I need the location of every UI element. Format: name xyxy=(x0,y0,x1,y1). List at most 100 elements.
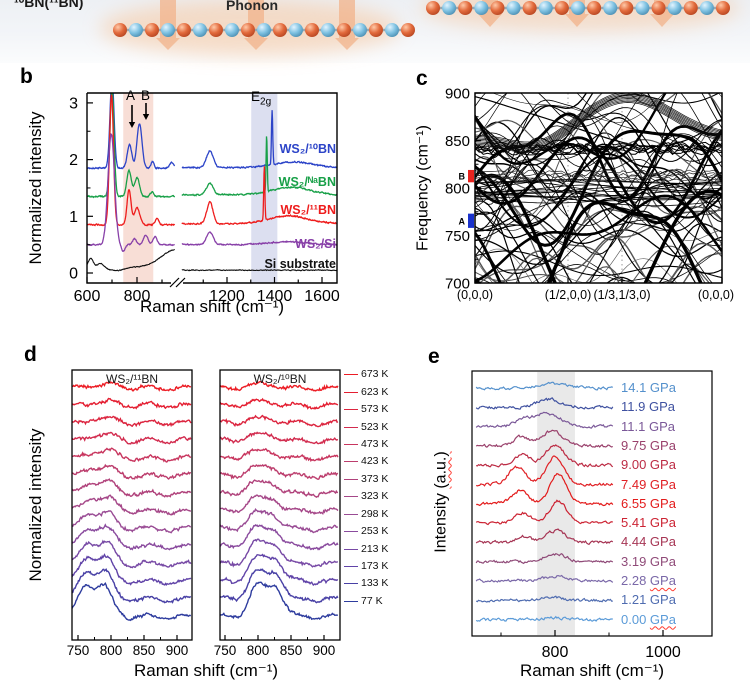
atom-chain xyxy=(426,1,730,15)
nitrogen-atom xyxy=(442,1,457,15)
tick-label: B xyxy=(459,172,466,182)
phonon-branch xyxy=(475,235,722,283)
temperature-curve xyxy=(72,553,192,587)
tick-label: 900 xyxy=(445,86,470,103)
boron-atom xyxy=(716,1,730,15)
phonon-branch xyxy=(475,93,722,150)
legend-entry-623K: 623 K xyxy=(344,383,388,400)
temperature-curve xyxy=(220,463,339,481)
boron-atom xyxy=(177,23,191,37)
tick-label: 1200 xyxy=(209,288,245,305)
pressure-curve xyxy=(475,595,613,603)
temperature-curve xyxy=(72,463,191,480)
temperature-curve xyxy=(220,447,339,463)
tick-label: (1/3,1/3,0) xyxy=(594,288,651,302)
temperature-curve xyxy=(72,523,192,551)
panel-a-phonon-illustration: ¹⁰BN(¹¹BN) Phonon xyxy=(0,0,750,63)
panel-d-subtitle-11BN: WS₂/¹¹BN xyxy=(106,372,158,386)
spectrum-curve xyxy=(87,93,176,170)
marker-A xyxy=(468,213,474,228)
boron-atom xyxy=(209,23,223,37)
phonon-branch xyxy=(475,93,722,144)
phonon-branch xyxy=(475,173,722,283)
intensity-label: Intensity xyxy=(432,488,450,553)
legend-line-icon xyxy=(344,566,358,568)
tick-label: 600 xyxy=(74,288,101,305)
nitrogen-atom xyxy=(193,23,207,37)
phonon-branch xyxy=(475,99,722,151)
pressure-unit: GPa xyxy=(648,399,675,415)
phonon-branch xyxy=(475,180,722,190)
phonon-branch xyxy=(475,171,722,177)
legend-entry-523K: 523 K xyxy=(344,418,388,435)
spectrum-curve xyxy=(87,94,176,227)
legend-label: 133 K xyxy=(361,577,389,590)
pressure-label-11.1: 11.1 GPa xyxy=(621,418,675,434)
panel-e-x-axis-title: Raman shift (cm⁻¹) xyxy=(519,661,665,680)
tick-label: 1000 xyxy=(645,644,681,661)
legend-line-icon xyxy=(344,426,358,428)
tick-label: (1/2,0,0) xyxy=(545,288,592,302)
phonon-branch xyxy=(475,186,722,195)
tick-label: 1600 xyxy=(304,288,340,305)
legend-label: 298 K xyxy=(361,507,389,520)
temperature-curve xyxy=(72,447,192,463)
pressure-curve xyxy=(475,455,614,487)
temperature-curve xyxy=(220,479,339,498)
pressure-unit: GPa xyxy=(649,534,676,550)
tick-label: 700 xyxy=(445,276,470,293)
phonon-branch xyxy=(475,93,722,143)
tick-label: 850 xyxy=(133,643,156,658)
legend-label: 77 K xyxy=(361,594,383,607)
pressure-unit: GPa xyxy=(648,418,675,434)
legend-line-icon xyxy=(344,374,358,376)
legend-label: 473 K xyxy=(361,437,389,450)
phonon-branch xyxy=(475,105,722,162)
phonon-branch xyxy=(475,171,722,266)
legend-line-icon xyxy=(344,513,358,515)
phonon-branch xyxy=(475,189,722,199)
phonon-branch xyxy=(475,94,722,146)
phonon-label: Phonon xyxy=(226,0,279,13)
legend-entry-373K: 373 K xyxy=(344,471,388,488)
temperature-curve xyxy=(220,431,339,445)
pressure-label-9.75: 9.75 GPa xyxy=(621,439,676,453)
legend-label: 253 K xyxy=(361,525,389,538)
spectrum-curve xyxy=(87,133,175,253)
tick-label: 800 xyxy=(542,644,569,661)
tick-label: 800 xyxy=(445,181,470,198)
marker-B xyxy=(468,169,474,183)
pressure-label-2.28: 2.28 GPa xyxy=(621,574,676,588)
phonon-branch xyxy=(475,210,697,283)
pressure-curve xyxy=(475,615,613,622)
nitrogen-atom xyxy=(635,1,650,15)
pressure-unit: GPa xyxy=(649,515,676,531)
phonon-branch xyxy=(475,146,722,155)
tick-label: 800 xyxy=(247,643,270,658)
legend-entry-298K: 298 K xyxy=(344,506,388,523)
pressure-curve xyxy=(476,472,614,507)
boron-atom xyxy=(426,1,440,15)
series-label-3: WS₂/¹¹BN xyxy=(280,203,336,217)
temperature-curve xyxy=(220,397,339,410)
temperature-curve xyxy=(220,581,338,621)
panel-c-label: c xyxy=(416,67,428,90)
tick-label: 1400 xyxy=(257,288,293,305)
nitrogen-atom xyxy=(667,1,682,15)
phonon-branch xyxy=(475,98,722,150)
spectrum-curve xyxy=(181,136,337,197)
e2g-sub: 2g xyxy=(260,96,272,108)
tick-label: (0,0,0) xyxy=(457,288,493,302)
pressure-value: 2.28 xyxy=(621,573,650,588)
temperature-curve xyxy=(220,414,339,428)
pressure-value: 4.44 xyxy=(621,534,650,550)
temperature-curve xyxy=(220,553,339,587)
boron-atom xyxy=(113,23,127,37)
tick-label: 800 xyxy=(100,643,123,658)
phonon-branch xyxy=(475,102,722,154)
pressure-label-7.49: 7.49 GPa xyxy=(621,477,676,492)
phonon-branch xyxy=(475,141,722,149)
temperature-curve xyxy=(72,381,192,392)
spectrum-curve xyxy=(181,110,337,170)
